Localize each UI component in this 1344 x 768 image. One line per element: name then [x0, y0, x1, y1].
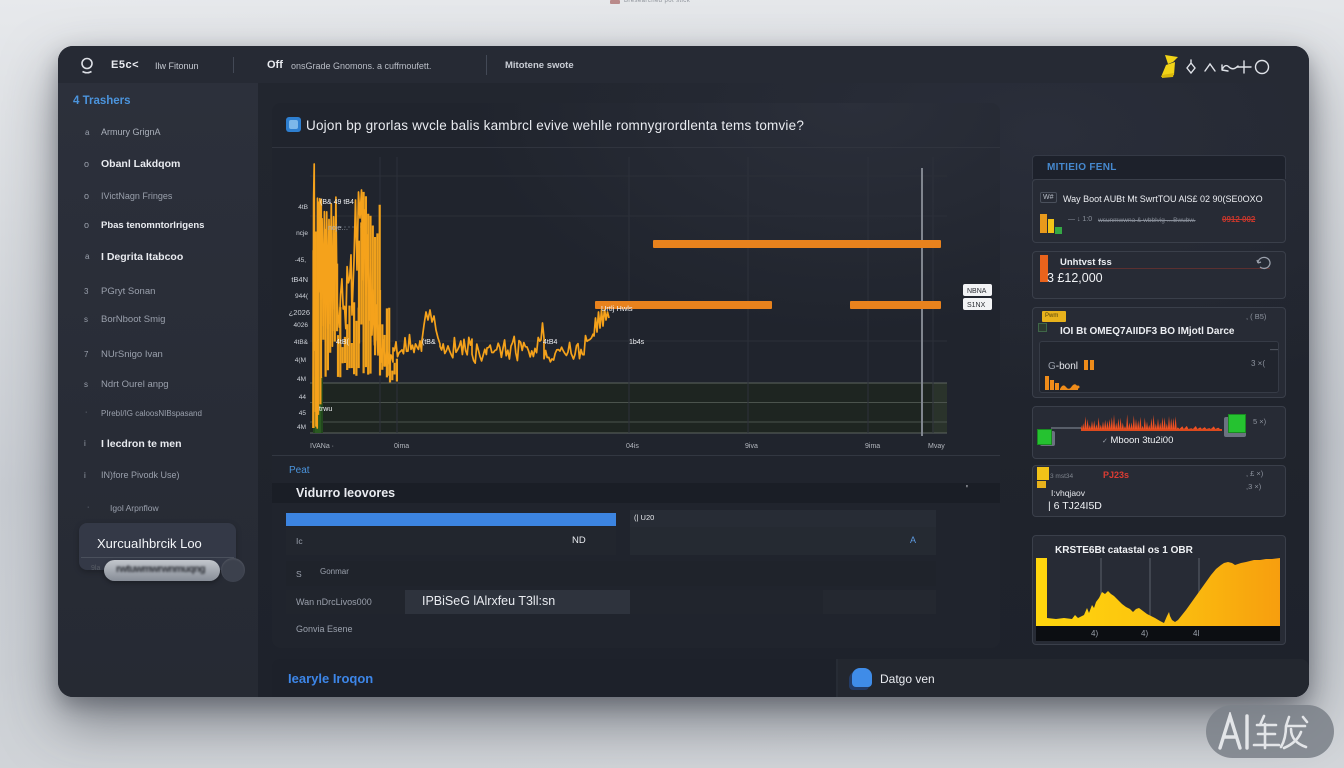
- svg-text:4M: 4M: [297, 424, 306, 431]
- svg-text:trwu: trwu: [319, 406, 332, 413]
- svg-text:0ima: 0ima: [394, 443, 409, 450]
- svg-text:-45,: -45,: [295, 257, 306, 264]
- svg-text:(tB&: (tB&: [422, 339, 436, 346]
- svg-text:ncje: ncje: [296, 230, 308, 237]
- svg-text:1b4s: 1b4s: [629, 339, 645, 346]
- svg-text:4tB&: 4tB&: [294, 339, 309, 346]
- svg-text:4tB(: 4tB(: [336, 339, 350, 346]
- svg-text:¿2026: ¿2026: [289, 308, 310, 317]
- svg-text:4026: 4026: [294, 322, 309, 329]
- svg-text:4tB4: 4tB4: [543, 339, 558, 346]
- svg-text:Urtlj Hwls: Urtlj Hwls: [601, 304, 633, 313]
- svg-text:(B& 49 tB4: (B& 49 tB4: [320, 199, 354, 206]
- svg-text:4tB: 4tB: [298, 204, 308, 211]
- svg-text:tB4N: tB4N: [291, 275, 308, 284]
- svg-text:45: 45: [299, 410, 307, 417]
- svg-text:4(M: 4(M: [295, 357, 306, 364]
- svg-text:9iva: 9iva: [745, 443, 758, 450]
- svg-text:noje…: noje…: [328, 225, 348, 232]
- svg-text:9ima: 9ima: [865, 443, 880, 450]
- svg-text:IVANa ·: IVANa ·: [310, 443, 334, 450]
- svg-text:Mvay: Mvay: [928, 443, 945, 450]
- svg-text:944(: 944(: [295, 293, 309, 300]
- svg-text:S1NX: S1NX: [967, 302, 986, 309]
- svg-text:NBNA: NBNA: [967, 288, 987, 295]
- svg-text:44: 44: [299, 394, 307, 401]
- svg-text:4M: 4M: [297, 376, 306, 383]
- svg-text:04is: 04is: [626, 443, 639, 450]
